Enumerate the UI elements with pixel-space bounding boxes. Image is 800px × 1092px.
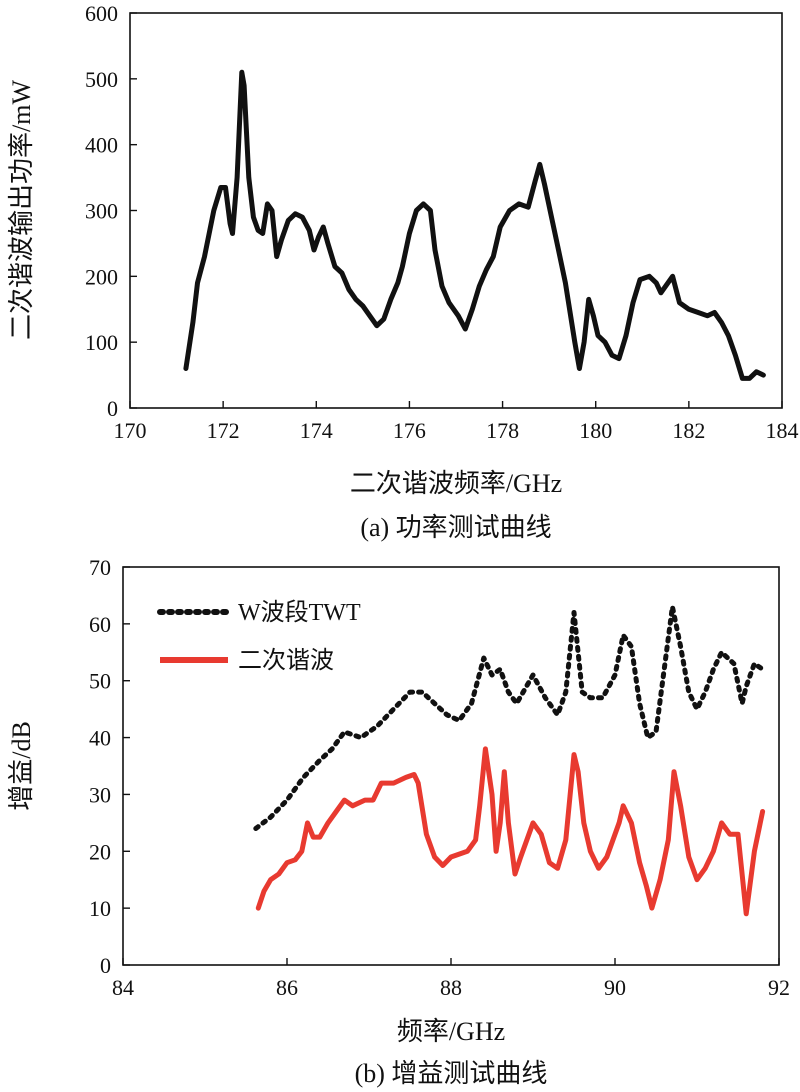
y-tick-label: 70 <box>89 555 111 580</box>
y-tick-label: 0 <box>100 953 111 978</box>
x-tick-label: 176 <box>393 418 426 443</box>
y-tick-label: 200 <box>85 264 118 289</box>
gain-chart: 84 86 88 90 92 0 10 20 30 40 50 60 70 W波段TWT 二次谐波 频率… <box>7 555 790 1088</box>
y-axis-label: 二次谐波输出功率/mW <box>7 80 36 340</box>
x-tick-label: 180 <box>579 418 612 443</box>
series-line-1 <box>183 69 766 381</box>
x-tick-label: 88 <box>440 975 462 1000</box>
x-axis-label: 频率/GHz <box>397 1017 505 1046</box>
legend-label-twt: W波段TWT <box>238 599 361 626</box>
tick-group: 170 172 174 176 178 180 182 184 0 100 200 300 400 500… <box>85 1 799 443</box>
figure-caption: (b) 增益测试曲线 <box>355 1059 548 1088</box>
x-tick-label: 174 <box>300 418 333 443</box>
y-tick-label: 500 <box>85 67 118 92</box>
x-tick-label: 92 <box>768 975 790 1000</box>
x-tick-label: 184 <box>766 418 799 443</box>
y-tick-label: 40 <box>89 726 111 751</box>
y-axis-label: 增益/dB <box>7 721 36 811</box>
y-tick-label: 10 <box>89 896 111 921</box>
y-tick-label: 100 <box>85 330 118 355</box>
x-tick-label: 86 <box>276 975 298 1000</box>
series-line-2 <box>255 746 766 917</box>
series-group <box>183 69 766 381</box>
y-tick-label: 20 <box>89 839 111 864</box>
x-axis-label: 二次谐波频率/GHz <box>350 469 562 498</box>
figure-caption: (a) 功率测试曲线 <box>360 513 551 542</box>
x-tick-label: 90 <box>604 975 626 1000</box>
y-tick-label: 600 <box>85 1 118 26</box>
x-tick-label: 172 <box>207 418 240 443</box>
legend-label-harmonic: 二次谐波 <box>238 647 334 674</box>
x-tick-label: 178 <box>486 418 519 443</box>
tick-group: 84 86 88 90 92 0 10 20 30 40 50 60 70 <box>89 555 790 1000</box>
series-group <box>253 604 766 917</box>
legend: W波段TWT 二次谐波 <box>157 599 361 674</box>
x-tick-label: 182 <box>672 418 705 443</box>
y-tick-label: 400 <box>85 133 118 158</box>
y-tick-label: 60 <box>89 612 111 637</box>
y-tick-label: 50 <box>89 669 111 694</box>
series-line-1 <box>253 604 766 831</box>
x-tick-label: 170 <box>114 418 147 443</box>
y-tick-label: 300 <box>85 199 118 224</box>
plot-frame <box>122 566 780 966</box>
y-tick-label: 0 <box>107 396 118 421</box>
y-tick-label: 30 <box>89 782 111 807</box>
x-tick-label: 84 <box>112 975 134 1000</box>
power-chart: 170 172 174 176 178 180 182 184 0 100 200 300 400 500… <box>7 1 799 542</box>
